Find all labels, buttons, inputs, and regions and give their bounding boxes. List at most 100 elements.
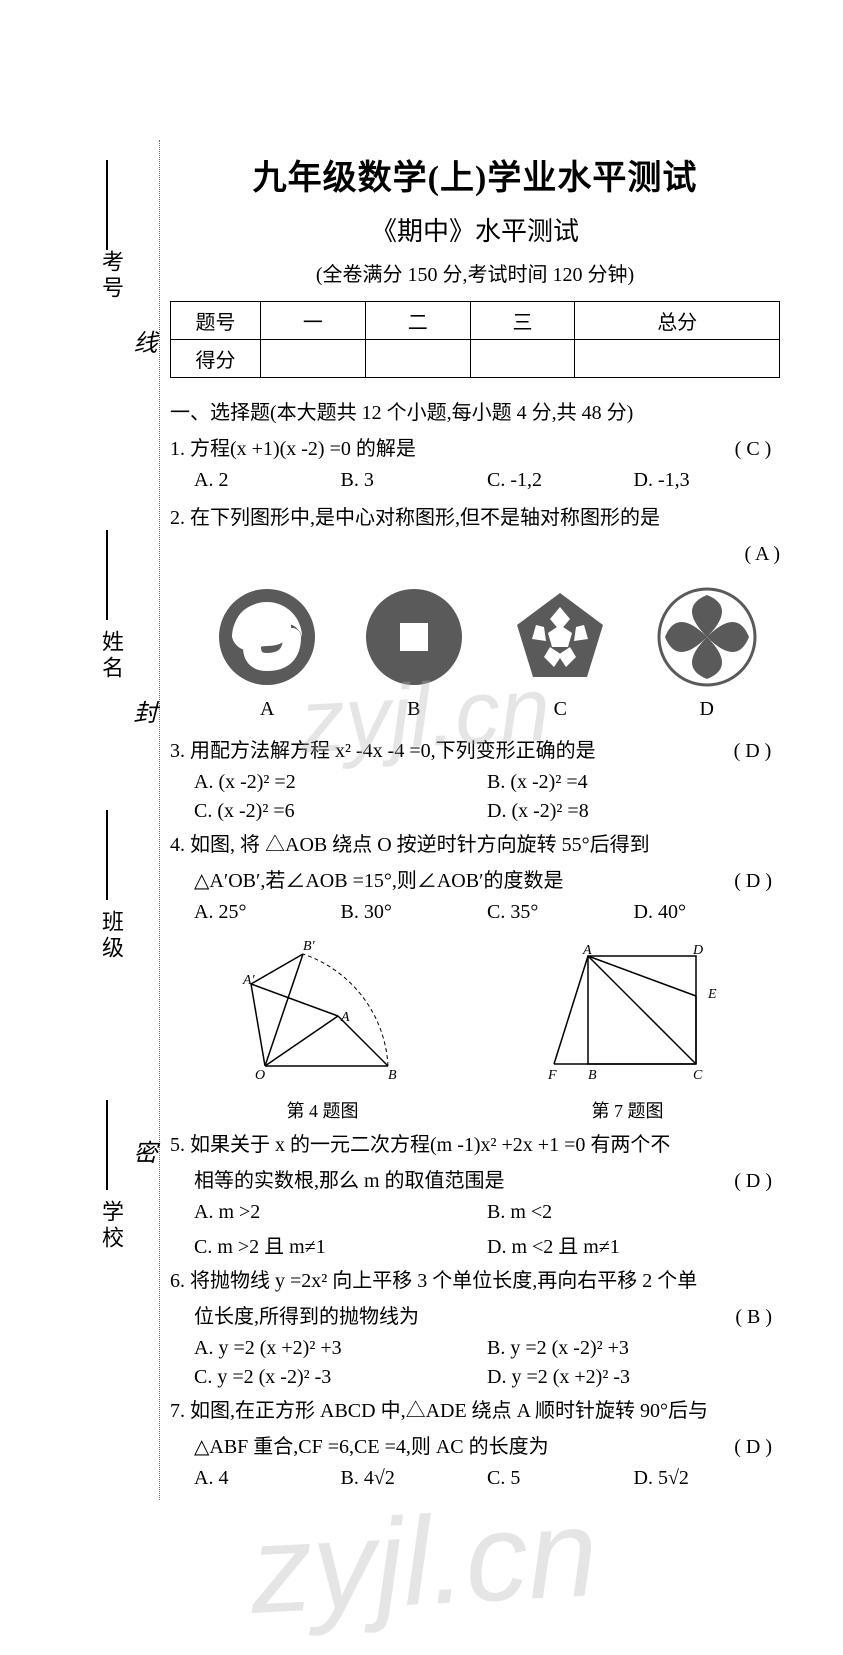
figure-labels: A B C D bbox=[170, 698, 780, 721]
options-row: A. m >2 B. m <2 bbox=[170, 1201, 780, 1224]
section-header: 一、选择题(本大题共 12 个小题,每小题 4 分,共 48 分) bbox=[170, 396, 780, 425]
options-row: A. 25° B. 30° C. 35° D. 40° bbox=[170, 901, 780, 924]
question-text: 1. 方程(x +1)(x -2) =0 的解是 bbox=[170, 438, 416, 460]
option-c: C. m >2 且 m≠1 bbox=[194, 1230, 487, 1259]
option-c: C. 5 bbox=[487, 1467, 634, 1490]
option-a: A. m >2 bbox=[194, 1201, 487, 1224]
question-cont: △ABF 重合,CF =6,CE =4,则 AC 的长度为 ( D ) bbox=[170, 1431, 780, 1463]
answer: ( D ) bbox=[734, 1165, 772, 1197]
svg-text:F: F bbox=[547, 1068, 557, 1083]
table-cell-empty bbox=[365, 340, 470, 378]
question-cont: 相等的实数根,那么 m 的取值范围是 ( D ) bbox=[170, 1165, 780, 1197]
question-text: 3. 用配方法解方程 x² -4x -4 =0,下列变形正确的是 bbox=[170, 740, 596, 762]
label-a: A bbox=[202, 698, 332, 721]
figure-c-pentagon-flower-icon bbox=[495, 582, 625, 692]
svg-text:C: C bbox=[693, 1068, 703, 1083]
option-b: B. m <2 bbox=[487, 1201, 780, 1224]
question-text: △A′OB′,若∠AOB =15°,则∠AOB′的度数是 bbox=[194, 870, 563, 892]
option-d: D. 5√2 bbox=[634, 1467, 781, 1490]
exam-info: (全卷满分 150 分,考试时间 120 分钟) bbox=[170, 258, 780, 287]
question-text: 2. 在下列图形中,是中心对称图形,但不是轴对称图形的是 bbox=[170, 507, 660, 529]
option-a: A. 2 bbox=[194, 469, 341, 492]
figure-a-swirl-icon bbox=[202, 582, 332, 692]
question-text: 相等的实数根,那么 m 的取值范围是 bbox=[194, 1170, 505, 1192]
table-cell: 一 bbox=[261, 302, 366, 340]
question-cont: 位长度,所得到的抛物线为 ( B ) bbox=[170, 1301, 780, 1333]
svg-text:O: O bbox=[255, 1068, 265, 1083]
option-a: A. 4 bbox=[194, 1467, 341, 1490]
watermark: zyjl.cn bbox=[246, 1481, 600, 1642]
label-b: B bbox=[349, 698, 479, 721]
sidebar-line bbox=[106, 810, 108, 900]
answer: ( C ) bbox=[759, 433, 772, 465]
table-cell: 总分 bbox=[575, 302, 780, 340]
table-header-cell: 题号 bbox=[171, 302, 261, 340]
sidebar-mark-xian: 线 bbox=[125, 330, 160, 354]
option-a: A. (x -2)² =2 bbox=[194, 771, 487, 794]
answer: ( B ) bbox=[735, 1301, 772, 1333]
sidebar-line bbox=[106, 160, 108, 250]
score-table: 题号 一 二 三 总分 得分 bbox=[170, 301, 780, 378]
question-text: 4. 如图, 将 △AOB 绕点 O 按逆时针方向旋转 55°后得到 bbox=[170, 834, 650, 856]
option-a: A. y =2 (x +2)² +3 bbox=[194, 1337, 487, 1360]
question-cont: △A′OB′,若∠AOB =15°,则∠AOB′的度数是 ( D ) bbox=[170, 865, 780, 897]
option-b: B. 4√2 bbox=[341, 1467, 488, 1490]
figure-d-petals-icon bbox=[642, 582, 772, 692]
answer: ( A ) bbox=[744, 543, 780, 565]
answer: ( D ) bbox=[734, 865, 772, 897]
option-b: B. 3 bbox=[341, 469, 488, 492]
question-7: 7. 如图,在正方形 ABCD 中,△ADE 绕点 A 顺时针旋转 90°后与 bbox=[170, 1395, 780, 1427]
answer-line: ( A ) bbox=[170, 538, 780, 570]
question-6: 6. 将抛物线 y =2x² 向上平移 3 个单位长度,再向右平移 2 个单 bbox=[170, 1265, 780, 1297]
option-c: C. -1,2 bbox=[487, 469, 634, 492]
option-d: D. y =2 (x +2)² -3 bbox=[487, 1366, 780, 1389]
exam-subtitle: 《期中》水平测试 bbox=[170, 211, 780, 248]
question-text: 6. 将抛物线 y =2x² 向上平移 3 个单位长度,再向右平移 2 个单 bbox=[170, 1270, 697, 1292]
options-row: C. y =2 (x -2)² -3 D. y =2 (x +2)² -3 bbox=[170, 1366, 780, 1389]
svg-text:B: B bbox=[388, 1068, 397, 1083]
option-c: C. (x -2)² =6 bbox=[194, 800, 487, 823]
table-cell-empty bbox=[261, 340, 366, 378]
figure-caption: 第 7 题图 bbox=[528, 1097, 728, 1123]
option-d: D. -1,3 bbox=[634, 469, 781, 492]
svg-text:B: B bbox=[588, 1068, 597, 1083]
option-d: D. (x -2)² =8 bbox=[487, 800, 780, 823]
option-b: B. y =2 (x -2)² +3 bbox=[487, 1337, 780, 1360]
option-b: B. (x -2)² =4 bbox=[487, 771, 780, 794]
sidebar-mark-mi: 密 bbox=[125, 1140, 160, 1164]
answer: ( D ) bbox=[734, 1431, 772, 1463]
question-text: △ABF 重合,CF =6,CE =4,则 AC 的长度为 bbox=[194, 1436, 549, 1458]
sidebar-field-name: 姓名 bbox=[95, 630, 127, 682]
figure-caption: 第 4 题图 bbox=[223, 1097, 423, 1123]
sidebar-field-school: 学校 bbox=[95, 1200, 127, 1252]
option-a: A. 25° bbox=[194, 901, 341, 924]
option-d: D. 40° bbox=[634, 901, 781, 924]
options-row: A. (x -2)² =2 B. (x -2)² =4 bbox=[170, 771, 780, 794]
option-d: D. m <2 且 m≠1 bbox=[487, 1230, 780, 1259]
options-row: C. (x -2)² =6 D. (x -2)² =8 bbox=[170, 800, 780, 823]
exam-title: 九年级数学(上)学业水平测试 bbox=[170, 150, 780, 199]
table-cell-empty bbox=[470, 340, 575, 378]
label-c: C bbox=[495, 698, 625, 721]
question-1: 1. 方程(x +1)(x -2) =0 的解是 ( C ) bbox=[170, 433, 780, 465]
question-5: 5. 如果关于 x 的一元二次方程(m -1)x² +2x +1 =0 有两个不 bbox=[170, 1129, 780, 1161]
question-text: 7. 如图,在正方形 ABCD 中,△ADE 绕点 A 顺时针旋转 90°后与 bbox=[170, 1400, 708, 1422]
q7-figure: A D E F B C 第 7 题图 bbox=[528, 936, 728, 1123]
svg-text:A′: A′ bbox=[242, 973, 256, 988]
options-row: A. 2 B. 3 C. -1,2 D. -1,3 bbox=[170, 469, 780, 492]
figure-row bbox=[170, 582, 780, 692]
question-2: 2. 在下列图形中,是中心对称图形,但不是轴对称图形的是 bbox=[170, 502, 780, 534]
table-cell: 三 bbox=[470, 302, 575, 340]
question-4: 4. 如图, 将 △AOB 绕点 O 按逆时针方向旋转 55°后得到 bbox=[170, 829, 780, 861]
option-c: C. y =2 (x -2)² -3 bbox=[194, 1366, 487, 1389]
sidebar-field-class: 班级 bbox=[95, 910, 127, 962]
label-d: D bbox=[642, 698, 772, 721]
binding-margin: 考号 线 姓名 封 班级 学校 密 bbox=[0, 140, 160, 1500]
question-text: 位长度,所得到的抛物线为 bbox=[194, 1306, 419, 1328]
option-b: B. 30° bbox=[341, 901, 488, 924]
option-c: C. 35° bbox=[487, 901, 634, 924]
exam-content: 九年级数学(上)学业水平测试 《期中》水平测试 (全卷满分 150 分,考试时间… bbox=[170, 150, 780, 1500]
sidebar-mark-feng: 封 bbox=[125, 700, 160, 724]
question-text: 5. 如果关于 x 的一元二次方程(m -1)x² +2x +1 =0 有两个不 bbox=[170, 1134, 670, 1156]
options-row: C. m >2 且 m≠1 D. m <2 且 m≠1 bbox=[170, 1230, 780, 1259]
